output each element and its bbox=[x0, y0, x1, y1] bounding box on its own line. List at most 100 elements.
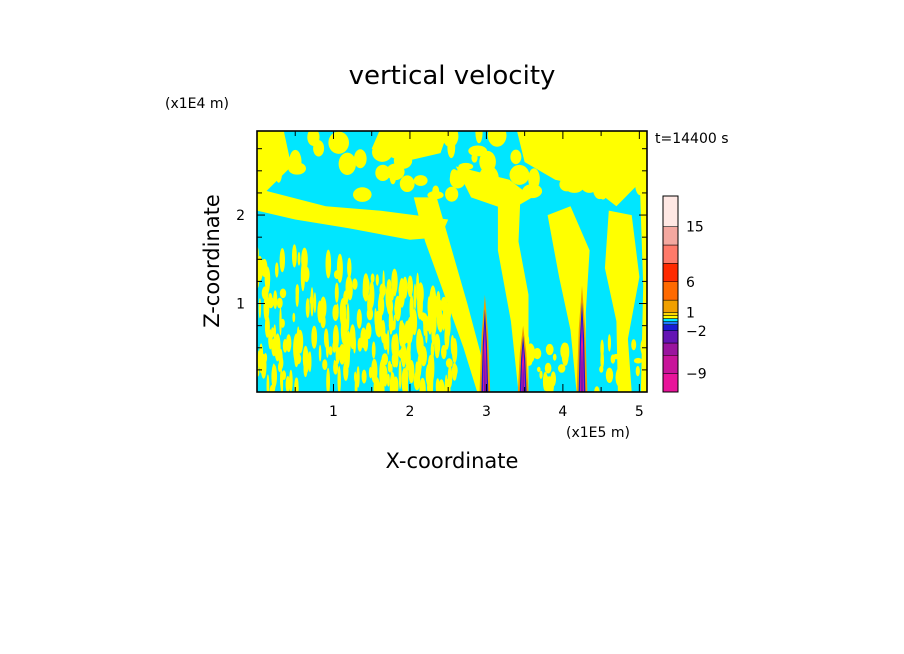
boundary-layer-cell bbox=[415, 361, 418, 386]
plot-frame bbox=[256, 130, 648, 393]
lower-right-cell bbox=[550, 385, 554, 392]
boundary-layer-cell bbox=[436, 303, 443, 331]
boundary-layer-cell bbox=[303, 361, 308, 378]
boundary-layer-cell bbox=[381, 353, 389, 366]
lower-right-cell bbox=[594, 386, 600, 392]
boundary-layer-cell bbox=[420, 346, 427, 367]
colorbar-bin bbox=[662, 195, 679, 227]
boundary-layer-cell bbox=[261, 286, 269, 300]
boundary-layer-cell bbox=[292, 312, 296, 323]
z-tick-label: 2 bbox=[236, 208, 245, 224]
boundary-layer-cell bbox=[325, 335, 329, 358]
upper-layer-cell bbox=[328, 131, 350, 154]
boundary-layer-cell bbox=[357, 337, 363, 352]
boundary-layer-cell bbox=[405, 345, 411, 371]
boundary-layer-cell bbox=[451, 362, 458, 381]
boundary-layer-cell bbox=[356, 366, 360, 388]
boundary-layer-cell bbox=[353, 334, 356, 354]
x-tick-label: 2 bbox=[405, 404, 414, 420]
colorbar-frame bbox=[662, 195, 679, 393]
upper-layer-cell bbox=[449, 170, 466, 189]
boundary-layer-cell bbox=[385, 283, 392, 311]
boundary-layer-cell bbox=[333, 359, 336, 374]
velocity-field bbox=[257, 131, 647, 392]
lower-right-cell bbox=[544, 362, 552, 374]
boundary-layer-cell bbox=[379, 300, 382, 330]
lower-right-cell bbox=[607, 334, 612, 352]
boundary-layer-cell bbox=[286, 334, 292, 353]
boundary-layer-cell bbox=[280, 369, 283, 390]
boundary-layer-cell bbox=[318, 344, 322, 362]
boundary-layer-cell bbox=[431, 325, 435, 343]
convective-core bbox=[484, 348, 486, 392]
boundary-layer-cell bbox=[300, 261, 305, 292]
upper-layer-cell bbox=[338, 152, 356, 175]
boundary-layer-cell bbox=[279, 248, 285, 273]
boundary-layer-cell bbox=[445, 358, 453, 368]
lower-right-cell bbox=[622, 365, 627, 372]
colorbar-bin bbox=[662, 342, 679, 356]
upper-layer-cell bbox=[564, 177, 585, 193]
boundary-layer-cell bbox=[386, 373, 390, 387]
boundary-layer-cell bbox=[362, 273, 370, 302]
boundary-layer-cell bbox=[354, 371, 357, 383]
upper-plume-column bbox=[604, 210, 640, 392]
lower-right-cell bbox=[631, 339, 637, 351]
boundary-layer-cell bbox=[390, 364, 393, 374]
z-tick-label: 1 bbox=[236, 297, 245, 313]
boundary-layer-cell bbox=[310, 287, 314, 317]
colorbar-bin bbox=[662, 324, 679, 331]
x-tick-label: 1 bbox=[329, 404, 338, 420]
upper-layer-cell bbox=[478, 165, 499, 190]
boundary-layer-cell bbox=[339, 298, 347, 327]
upper-layer-cell bbox=[468, 145, 488, 157]
boundary-layer-cell bbox=[322, 359, 328, 371]
upper-layer-cell bbox=[475, 131, 483, 144]
lower-right-cell bbox=[528, 346, 534, 355]
colorbar-bin bbox=[662, 318, 679, 322]
boundary-layer-cell bbox=[326, 367, 330, 392]
lower-right-cell bbox=[641, 379, 647, 392]
boundary-layer-cell bbox=[273, 290, 278, 310]
upper-layer-cell bbox=[275, 159, 283, 183]
lower-right-cell bbox=[539, 370, 543, 379]
convective-cores bbox=[479, 285, 588, 392]
upper-layer-cell bbox=[629, 163, 642, 175]
boundary-layer-cell bbox=[257, 255, 263, 282]
upper-layer-cell bbox=[510, 149, 522, 165]
time-label: t=14400 s bbox=[655, 131, 729, 147]
boundary-layer-cell bbox=[261, 258, 268, 278]
boundary-layer-cell bbox=[343, 334, 350, 358]
boundary-layer-cell bbox=[263, 353, 268, 363]
z-axis-label: Z-coordinate bbox=[200, 194, 224, 328]
colorbar-bin bbox=[662, 299, 679, 313]
upper-layer-cell bbox=[497, 190, 513, 203]
x-tick-label: 3 bbox=[482, 404, 491, 420]
upper-layer-cell bbox=[635, 172, 646, 196]
boundary-layer-cell bbox=[395, 297, 399, 312]
boundary-layer-cell bbox=[370, 273, 375, 283]
boundary-layer-cell bbox=[338, 347, 341, 356]
colorbar-bin bbox=[662, 330, 679, 344]
boundary-layer-cell bbox=[425, 315, 432, 332]
boundary-layer-cell bbox=[279, 288, 287, 299]
boundary-layer-cell bbox=[401, 368, 407, 392]
colorbar-bin bbox=[662, 312, 679, 316]
upper-layer-cell bbox=[528, 168, 540, 190]
boundary-layer-cell bbox=[292, 244, 297, 268]
colorbar-bin bbox=[662, 321, 679, 325]
boundary-layer-cell bbox=[429, 376, 434, 392]
boundary-layer-cell bbox=[285, 376, 290, 392]
boundary-layer-cell bbox=[413, 283, 417, 310]
boundary-layer-cell bbox=[305, 298, 310, 318]
upper-layer-cell bbox=[394, 131, 410, 147]
upper-layer-cell bbox=[353, 187, 372, 202]
boundary-layer-cell bbox=[266, 374, 270, 392]
upper-layer-cell bbox=[487, 131, 507, 147]
upper-plume-column bbox=[413, 197, 488, 392]
colorbar-bin bbox=[662, 263, 679, 282]
boundary-layer-cell bbox=[394, 352, 399, 368]
lower-right-cell bbox=[537, 366, 541, 373]
boundary-layer-cell bbox=[320, 296, 327, 320]
